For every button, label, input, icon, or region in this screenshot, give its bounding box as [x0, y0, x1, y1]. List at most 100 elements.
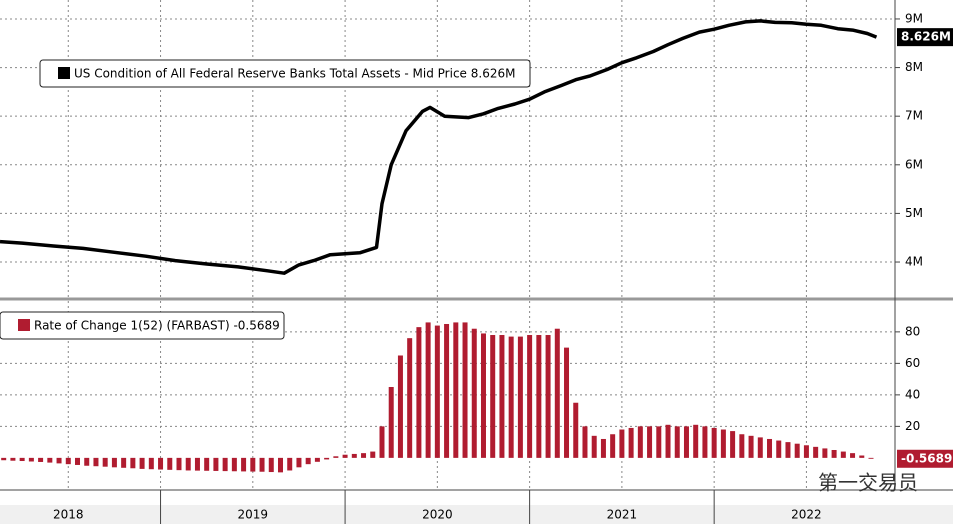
- bar: [65, 457, 71, 465]
- y-tick-label: 20: [905, 419, 920, 433]
- bar: [711, 427, 717, 458]
- legend-swatch: [58, 67, 70, 79]
- bar: [730, 431, 736, 458]
- bar: [148, 457, 154, 470]
- bar: [370, 451, 376, 458]
- y-tick-label: 6M: [905, 157, 923, 171]
- bar: [600, 438, 606, 458]
- bar: [813, 446, 819, 458]
- bar: [859, 455, 865, 458]
- bar: [462, 322, 468, 458]
- last-value-tag: [897, 28, 953, 47]
- bar: [287, 457, 293, 471]
- watermark: 第一交易员: [818, 471, 918, 495]
- bar: [324, 457, 330, 460]
- bar: [453, 322, 459, 458]
- bar: [388, 386, 394, 458]
- bar: [656, 426, 662, 458]
- legend-swatch: [18, 319, 30, 331]
- bar: [822, 448, 828, 458]
- bar: [222, 457, 228, 472]
- bar: [75, 457, 81, 465]
- last-value-tag: [897, 449, 953, 468]
- bar: [508, 336, 514, 458]
- bar: [776, 440, 782, 458]
- bar: [84, 457, 90, 466]
- bar: [277, 457, 283, 473]
- bar: [545, 335, 551, 458]
- bar: [111, 457, 117, 468]
- bar: [850, 453, 856, 458]
- bar: [231, 457, 237, 472]
- bar: [554, 328, 560, 458]
- x-tick-label: 2022: [791, 508, 822, 522]
- y-tick-label: 4M: [905, 255, 923, 269]
- bar: [93, 457, 99, 467]
- bar: [139, 457, 145, 469]
- bar: [379, 426, 385, 458]
- bar: [167, 457, 173, 470]
- bar: [333, 456, 339, 458]
- bar: [10, 457, 16, 461]
- bar: [342, 454, 348, 458]
- bar: [416, 327, 422, 458]
- y-tick-label: 9M: [905, 11, 923, 25]
- x-tick-label: 2018: [53, 508, 84, 522]
- bar: [619, 429, 625, 458]
- bar: [683, 426, 689, 458]
- bar: [665, 424, 671, 458]
- bar: [480, 333, 486, 458]
- y-tick-label: 8M: [905, 60, 923, 74]
- bar: [610, 434, 616, 458]
- bar: [407, 338, 413, 458]
- y-tick-label: 5M: [905, 206, 923, 220]
- bar: [296, 457, 302, 468]
- bar: [628, 427, 634, 458]
- bar: [536, 335, 542, 458]
- bar: [250, 457, 256, 472]
- bar: [702, 426, 708, 458]
- bar: [194, 457, 200, 471]
- x-tick-label: 2020: [422, 508, 453, 522]
- legend-box: [39, 59, 531, 88]
- bar: [425, 322, 431, 458]
- bar: [259, 457, 265, 472]
- bar: [444, 323, 450, 458]
- bar: [47, 457, 53, 463]
- bar: [490, 335, 496, 458]
- line: [0, 19, 878, 275]
- bar: [794, 443, 800, 458]
- bar: [471, 328, 477, 458]
- bar: [757, 437, 763, 458]
- bar: [739, 434, 745, 458]
- x-axis-band: [0, 505, 953, 524]
- bar: [38, 457, 44, 462]
- bar: [185, 457, 191, 471]
- bar: [748, 435, 754, 458]
- bar: [268, 457, 274, 473]
- bar: [305, 457, 311, 465]
- y-tick-label: 80: [905, 324, 920, 338]
- y-tick-label: 60: [905, 356, 920, 370]
- bar: [693, 424, 699, 458]
- bar: [803, 445, 809, 458]
- bar: [397, 355, 403, 458]
- last-value-label: 8.626M: [901, 30, 951, 44]
- legend-label: US Condition of All Federal Reserve Bank…: [74, 67, 515, 81]
- last-value-label: -0.5689: [901, 451, 952, 465]
- bar: [840, 451, 846, 458]
- bar: [19, 457, 25, 462]
- bar: [434, 325, 440, 458]
- bar: [241, 457, 247, 472]
- bar: [176, 457, 182, 471]
- bar: [130, 457, 136, 469]
- y-tick-label: 40: [905, 387, 920, 401]
- bar: [121, 457, 127, 468]
- bar: [868, 457, 874, 459]
- bar: [582, 426, 588, 458]
- bar: [351, 453, 357, 458]
- x-tick-label: 2019: [238, 508, 269, 522]
- bar: [647, 426, 653, 458]
- bar: [831, 449, 837, 458]
- bar: [314, 457, 320, 462]
